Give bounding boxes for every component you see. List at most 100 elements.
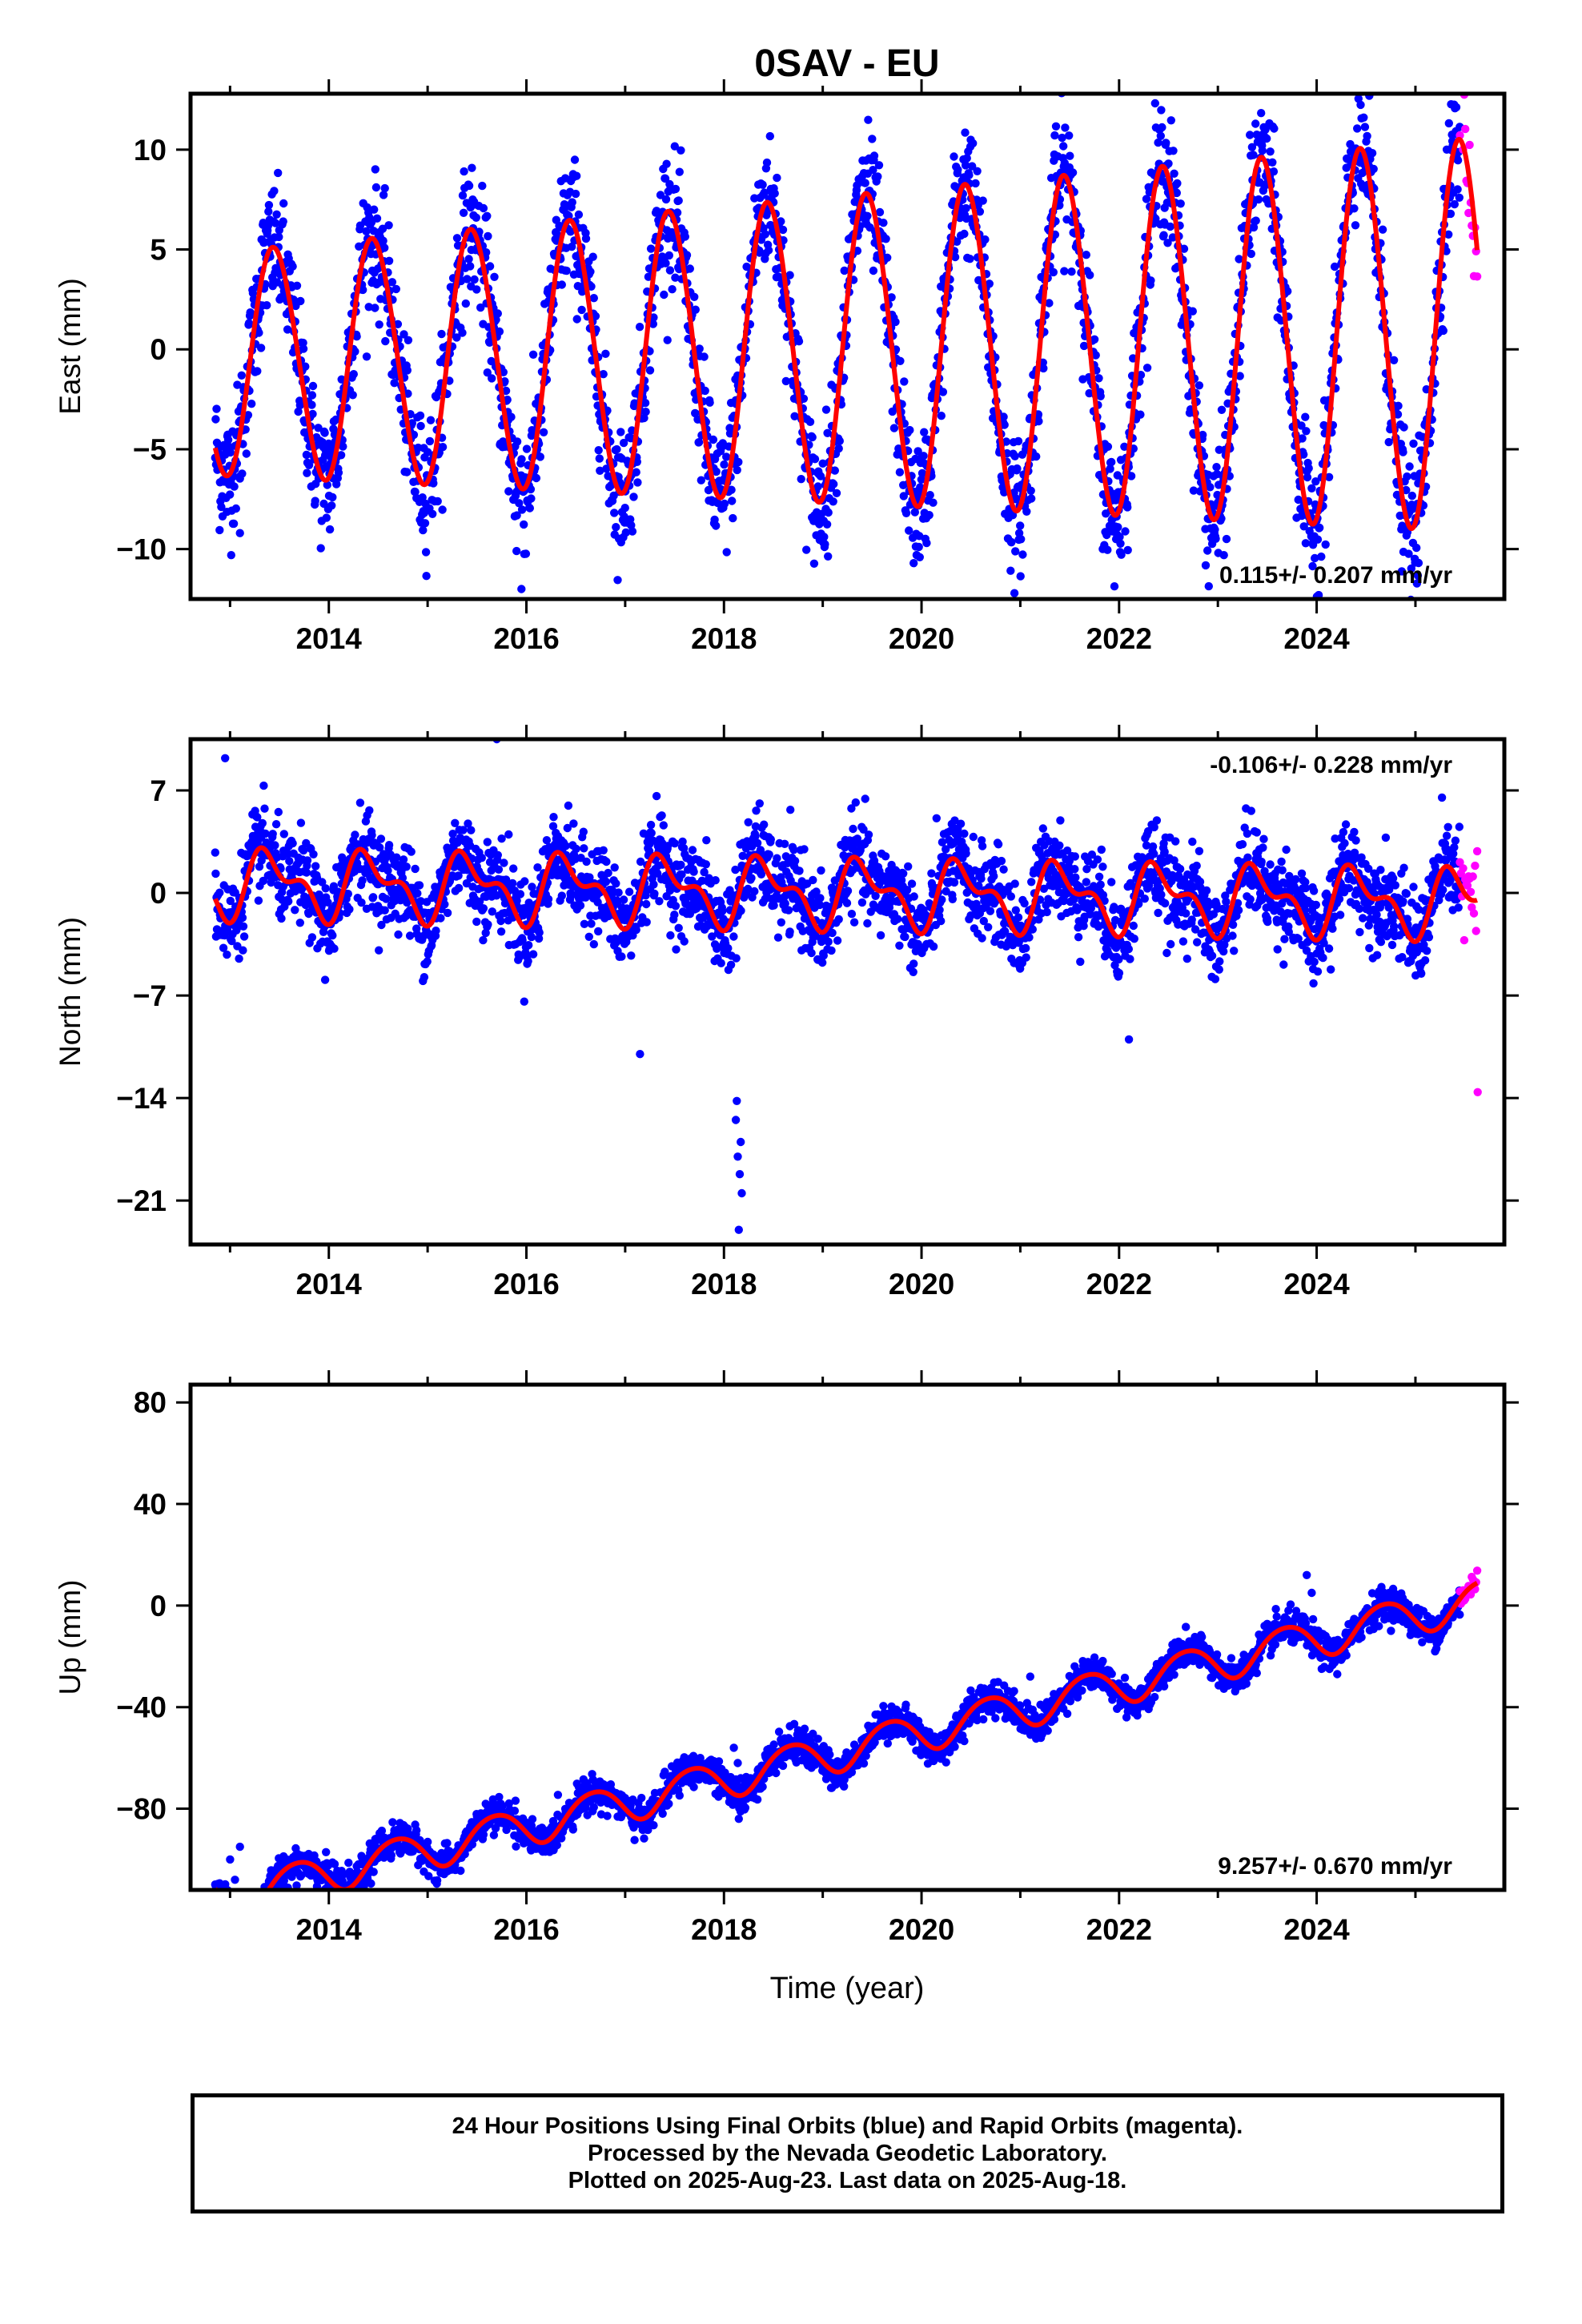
east-final-point [720,460,729,469]
north-final-point [569,819,578,828]
east-final-point [495,327,504,336]
east-final-point [1169,147,1178,155]
east-final-point [953,237,962,246]
north-final-point [528,950,538,959]
east-final-point [773,173,781,183]
east-final-point [1302,427,1311,436]
east-final-point [325,525,335,534]
east-final-point [468,163,476,172]
east-outlier-point [912,550,921,560]
east-final-point [1034,416,1043,426]
north-final-point [901,932,909,942]
east-final-point [387,278,397,287]
east-final-point [950,152,958,161]
north-final-point [259,781,268,790]
east-final-point [573,282,582,291]
north-final-point [258,818,267,828]
north-final-point [1056,816,1065,825]
north-final-point [773,933,783,942]
east-final-point [797,475,805,484]
east-final-point [922,538,931,548]
east-final-point [758,180,767,189]
east-final-point [371,183,381,192]
east-final-point [237,371,246,380]
north-final-point [786,806,795,814]
east-final-point [1014,436,1023,446]
east-final-point [1455,193,1464,202]
north-final-point [527,932,536,942]
east-y-tick-label: 5 [150,234,167,267]
east-final-point [460,167,468,176]
east-final-point [764,246,773,255]
north-final-point [288,838,297,848]
east-final-point [1453,185,1462,194]
north-final-point [211,869,220,879]
east-final-point [348,391,357,400]
north-final-point [861,794,869,803]
east-final-point [571,189,580,199]
east-final-point [861,179,869,187]
north-final-point [642,918,651,927]
north-final-point [504,830,513,839]
east-final-point [429,479,438,488]
east-final-point [682,251,692,259]
east-final-point [981,235,990,244]
north-final-point [849,824,857,834]
east-final-point [1254,195,1263,204]
east-final-point [372,214,382,223]
east-final-point [426,416,436,424]
east-final-point [883,253,892,262]
north-final-point [508,879,517,888]
east-final-point [1444,119,1454,128]
east-final-point [1270,124,1279,133]
east-final-point [691,305,700,314]
east-final-point [881,235,890,243]
east-final-point [1367,149,1377,158]
east-final-point [479,203,488,213]
east-final-point [1399,448,1407,456]
north-final-point [328,931,337,940]
east-final-point [507,412,516,421]
north-final-point [1010,879,1019,888]
north-final-point [375,946,383,955]
east-final-point [1082,251,1091,259]
north-final-point [807,948,816,958]
east-final-point [874,161,884,170]
north-final-point [909,967,917,977]
east-final-point [485,338,494,347]
north-final-point [755,799,764,808]
east-final-point [781,376,790,386]
north-final-point [828,928,837,938]
east-final-point [1257,109,1266,118]
east-final-point [264,207,273,216]
east-final-point [391,284,400,294]
east-final-point [1263,134,1271,143]
east-final-point [263,301,271,310]
north-data-points [211,739,1482,1234]
east-final-point [961,128,970,137]
east-final-point [1096,392,1105,400]
east-final-point [476,303,485,312]
north-final-point [790,856,800,866]
north-final-point [962,849,970,858]
east-final-point [1010,589,1019,597]
east-final-point [400,330,408,339]
north-final-point [899,869,908,879]
east-final-point [1397,567,1407,576]
north-final-point [780,839,789,849]
north-final-point [601,877,611,887]
east-final-point [1172,188,1182,198]
east-final-point [428,509,437,518]
east-final-point [1404,549,1413,558]
north-final-point [671,902,681,911]
north-final-point [394,930,403,939]
east-final-point [238,469,247,478]
east-final-point [1413,571,1423,580]
east-final-point [1201,561,1211,570]
east-final-point [247,400,256,408]
north-final-point [674,923,683,933]
north-final-point [307,933,317,942]
east-final-point [1106,464,1114,473]
east-final-point [334,468,343,477]
